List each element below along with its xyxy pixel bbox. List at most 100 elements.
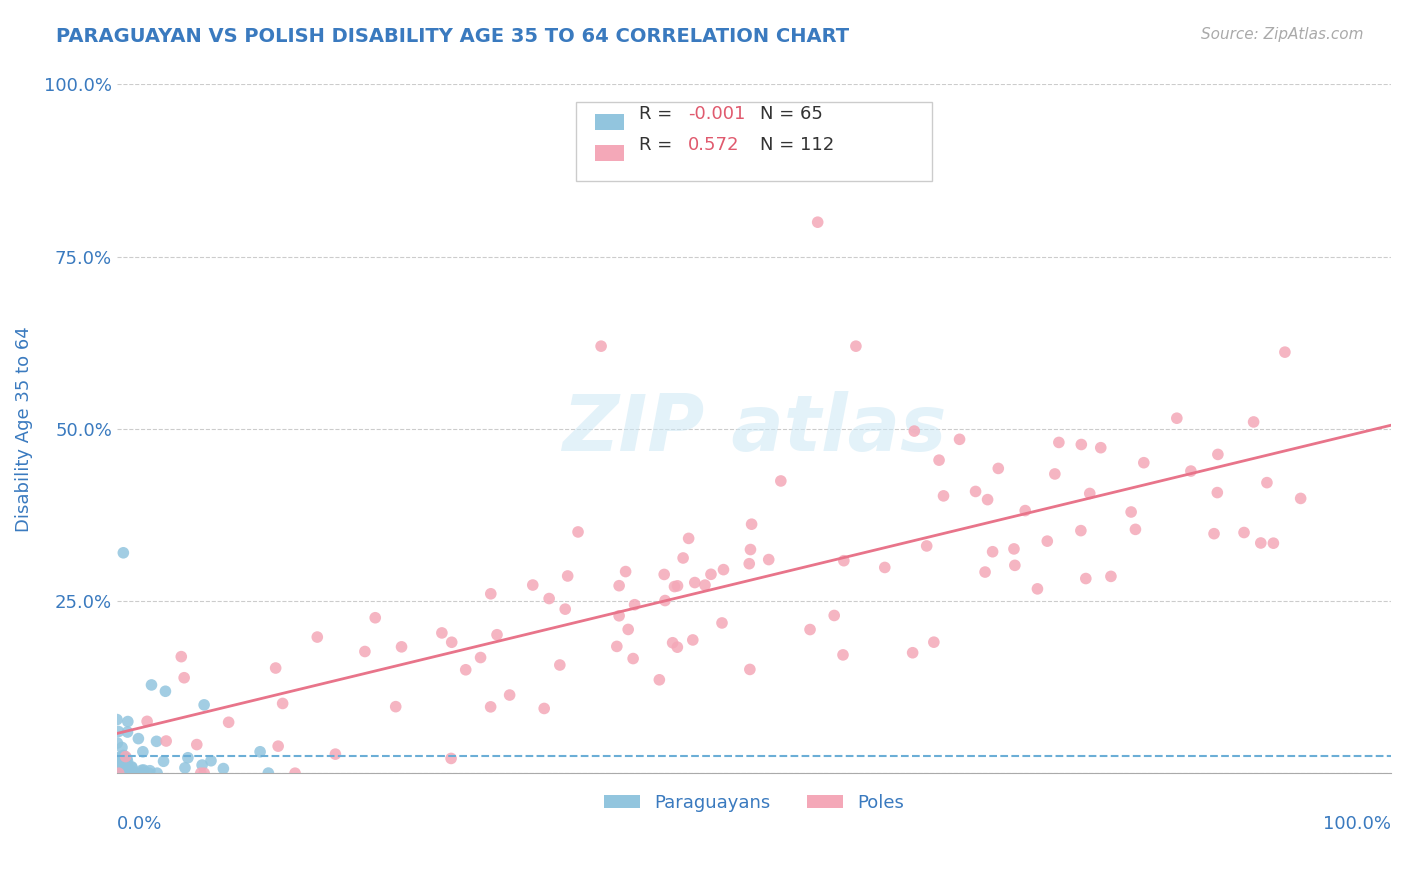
Point — [948, 433, 970, 447]
Point — [1202, 526, 1225, 541]
Point — [108, 760, 131, 774]
Point — [191, 758, 214, 772]
Point — [152, 754, 174, 768]
Point — [120, 764, 142, 778]
Point — [110, 764, 132, 779]
Text: 0.0%: 0.0% — [117, 814, 162, 832]
Point — [107, 757, 129, 772]
Point — [741, 517, 763, 532]
Point — [145, 734, 167, 748]
Point — [1206, 485, 1229, 500]
Point — [1014, 503, 1036, 517]
Point — [107, 759, 129, 773]
Point — [1099, 569, 1122, 583]
Point — [693, 578, 716, 592]
Point — [738, 557, 761, 571]
Point — [485, 628, 508, 642]
Point — [110, 764, 132, 779]
Point — [922, 635, 945, 649]
Point — [470, 650, 492, 665]
FancyBboxPatch shape — [595, 114, 624, 130]
Point — [115, 757, 138, 772]
Point — [267, 739, 290, 753]
Point — [325, 747, 347, 761]
Point — [117, 762, 139, 776]
Point — [108, 754, 131, 768]
Point — [112, 546, 135, 560]
Point — [682, 632, 704, 647]
Text: Source: ZipAtlas.com: Source: ZipAtlas.com — [1201, 27, 1364, 42]
Point — [873, 560, 896, 574]
FancyBboxPatch shape — [595, 145, 624, 161]
Point — [965, 484, 987, 499]
Point — [1070, 437, 1092, 451]
Point — [384, 699, 406, 714]
Point — [105, 766, 128, 780]
Point — [114, 749, 136, 764]
Point — [117, 725, 139, 739]
Point — [115, 765, 138, 780]
Point — [903, 424, 925, 438]
Point — [807, 215, 830, 229]
Point — [1026, 582, 1049, 596]
Point — [1070, 524, 1092, 538]
Text: PARAGUAYAN VS POLISH DISABILITY AGE 35 TO 64 CORRELATION CHART: PARAGUAYAN VS POLISH DISABILITY AGE 35 T… — [56, 27, 849, 45]
Point — [769, 474, 792, 488]
Point — [738, 662, 761, 676]
Point — [538, 591, 561, 606]
Point — [108, 756, 131, 771]
Point — [648, 673, 671, 687]
Point — [105, 736, 128, 750]
Legend: Paraguayans, Poles: Paraguayans, Poles — [596, 787, 911, 819]
Point — [264, 661, 287, 675]
Point — [607, 579, 630, 593]
Point — [1047, 435, 1070, 450]
Point — [758, 552, 780, 566]
Point — [454, 663, 477, 677]
Point — [117, 714, 139, 729]
Point — [107, 766, 129, 780]
Text: ZIP atlas: ZIP atlas — [562, 391, 946, 467]
Point — [105, 762, 128, 776]
Point — [823, 608, 845, 623]
Point — [193, 698, 215, 712]
Point — [666, 640, 689, 655]
Point — [108, 766, 131, 780]
Point — [1036, 534, 1059, 549]
Point — [1263, 536, 1285, 550]
Point — [115, 761, 138, 775]
Point — [141, 678, 163, 692]
Point — [1119, 505, 1142, 519]
Point — [1289, 491, 1312, 506]
Point — [548, 658, 571, 673]
Point — [257, 766, 280, 780]
Point — [1002, 541, 1025, 556]
Point — [845, 339, 868, 353]
Point — [700, 567, 723, 582]
Point — [170, 649, 193, 664]
Point — [1078, 486, 1101, 500]
Point — [271, 697, 294, 711]
Point — [212, 762, 235, 776]
Point — [987, 461, 1010, 475]
Point — [105, 763, 128, 777]
Point — [115, 759, 138, 773]
Point — [108, 762, 131, 776]
Point — [901, 646, 924, 660]
Point — [1250, 536, 1272, 550]
Point — [107, 752, 129, 766]
Point — [155, 734, 177, 748]
Point — [1090, 441, 1112, 455]
Point — [200, 754, 222, 768]
Point — [740, 542, 762, 557]
Point — [118, 766, 141, 780]
Text: R =: R = — [640, 105, 678, 123]
Point — [105, 751, 128, 765]
Text: N = 112: N = 112 — [761, 136, 835, 154]
Point — [654, 593, 676, 607]
Point — [107, 763, 129, 777]
Point — [1043, 467, 1066, 481]
Point — [479, 587, 502, 601]
Point — [284, 766, 307, 780]
Point — [129, 766, 152, 780]
